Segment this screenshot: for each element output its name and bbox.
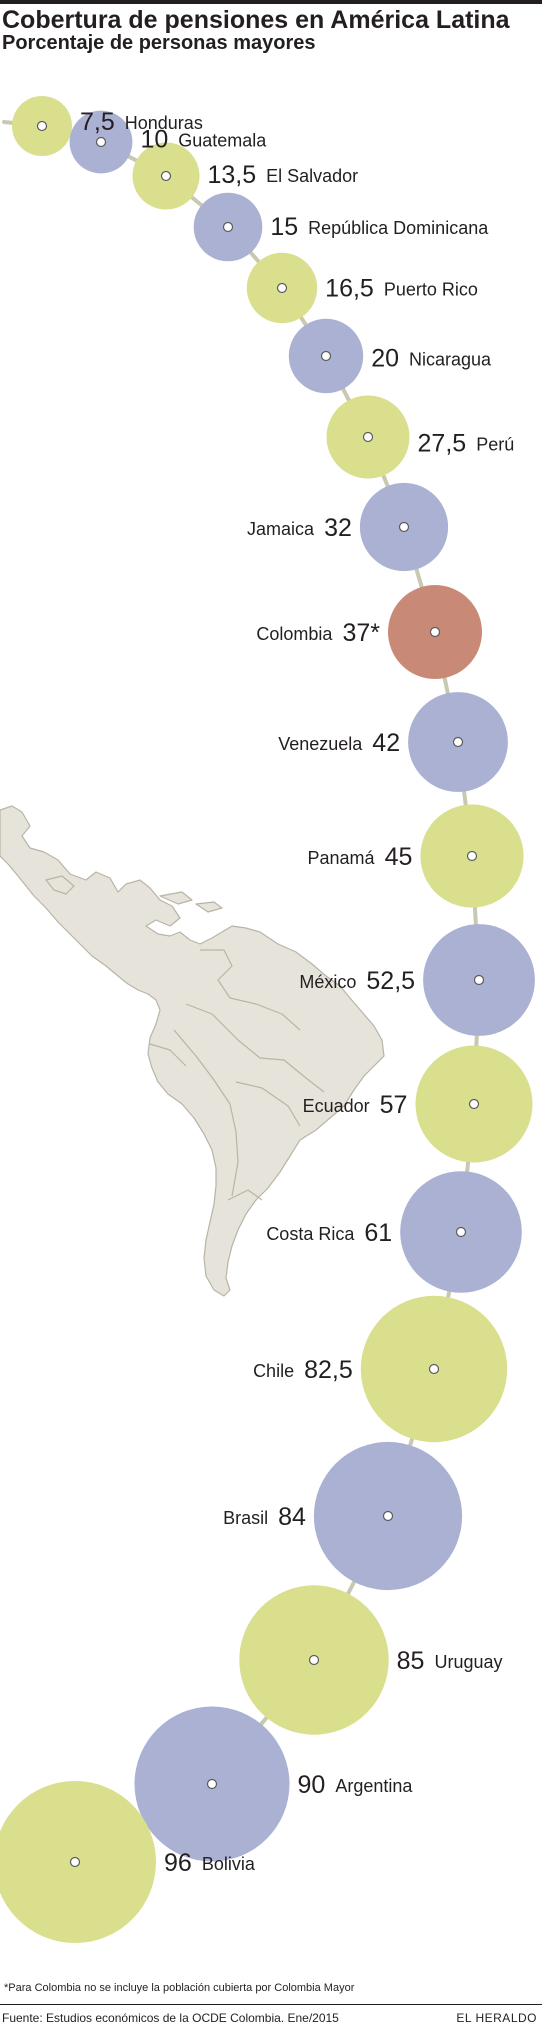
bubble-center-dot <box>429 626 441 638</box>
bubble-center-dot <box>222 221 234 233</box>
top-rule <box>0 0 542 4</box>
bubbles-layer <box>0 96 535 1943</box>
bubble-center-dot <box>69 1856 81 1868</box>
country-label-el-salvador: El Salvador <box>266 166 358 186</box>
country-label-bolivia: Bolivia <box>202 1854 256 1874</box>
latin-america-map <box>0 805 385 1297</box>
bubble-center-dot <box>308 1654 320 1666</box>
value-label-panamá: 45 <box>385 843 413 871</box>
value-label-uruguay: 85 <box>397 1647 425 1675</box>
bubble-center-dot <box>36 120 48 132</box>
bubble-center-dot <box>473 974 485 986</box>
country-label-perú: Perú <box>476 434 514 454</box>
value-label-venezuela: 42 <box>372 729 400 757</box>
country-label-jamaica: Jamaica <box>247 519 315 539</box>
bottom-rule <box>0 2004 542 2005</box>
bubble-center-dot <box>452 736 464 748</box>
country-label-honduras: Honduras <box>125 113 203 133</box>
value-label-brasil: 84 <box>278 1503 306 1531</box>
value-label-nicaragua: 20 <box>371 344 399 372</box>
country-label-chile: Chile <box>253 1361 294 1381</box>
bubble-center-dot <box>206 1778 218 1790</box>
value-label-perú: 27,5 <box>418 429 467 457</box>
value-label-honduras: 7,5 <box>80 108 115 136</box>
country-label-puerto-rico: Puerto Rico <box>384 280 478 300</box>
value-label-méxico: 52,5 <box>366 967 415 995</box>
country-label-brasil: Brasil <box>223 1508 268 1528</box>
bubble-center-dot <box>455 1226 467 1238</box>
country-label-colombia: Colombia <box>256 624 333 644</box>
bubble-center-dot <box>160 170 172 182</box>
value-label-chile: 82,5 <box>304 1356 353 1384</box>
value-label-argentina: 90 <box>298 1771 326 1799</box>
bubble-center-dot <box>382 1510 394 1522</box>
footnote: *Para Colombia no se incluye la població… <box>4 1982 355 1994</box>
value-label-bolivia: 96 <box>164 1849 192 1877</box>
country-label-república-dominicana: República Dominicana <box>308 218 489 238</box>
brand-logo: EL HERALDO <box>456 2011 537 2025</box>
source-note: Fuente: Estudios económicos de la OCDE C… <box>2 2011 339 2025</box>
bubble-center-dot <box>398 521 410 533</box>
value-label-jamaica: 32 <box>324 514 352 542</box>
bubble-center-dot <box>320 350 332 362</box>
country-label-panamá: Panamá <box>308 848 376 868</box>
country-label-nicaragua: Nicaragua <box>409 349 492 369</box>
bubble-center-dot <box>466 850 478 862</box>
bubble-center-dot <box>468 1098 480 1110</box>
bubble-center-dot <box>95 136 107 148</box>
value-label-puerto-rico: 16,5 <box>325 275 374 303</box>
chart-title: Cobertura de pensiones en América Latina <box>2 6 510 34</box>
value-label-república-dominicana: 15 <box>270 213 298 241</box>
country-label-méxico: México <box>299 972 356 992</box>
country-label-guatemala: Guatemala <box>178 130 267 150</box>
value-label-ecuador: 57 <box>380 1091 408 1119</box>
bubble-center-dot <box>362 431 374 443</box>
value-label-colombia: 37* <box>342 619 380 647</box>
bubble-center-dot <box>276 282 288 294</box>
value-label-costa-rica: 61 <box>364 1219 392 1247</box>
country-label-venezuela: Venezuela <box>278 734 363 754</box>
value-label-el-salvador: 13,5 <box>207 161 256 189</box>
country-label-ecuador: Ecuador <box>303 1096 370 1116</box>
country-label-argentina: Argentina <box>335 1776 413 1796</box>
value-label-guatemala: 10 <box>140 125 168 153</box>
chart-subtitle: Porcentaje de personas mayores <box>2 32 316 54</box>
bubble-center-dot <box>428 1363 440 1375</box>
country-label-costa-rica: Costa Rica <box>266 1224 355 1244</box>
country-label-uruguay: Uruguay <box>434 1652 502 1672</box>
